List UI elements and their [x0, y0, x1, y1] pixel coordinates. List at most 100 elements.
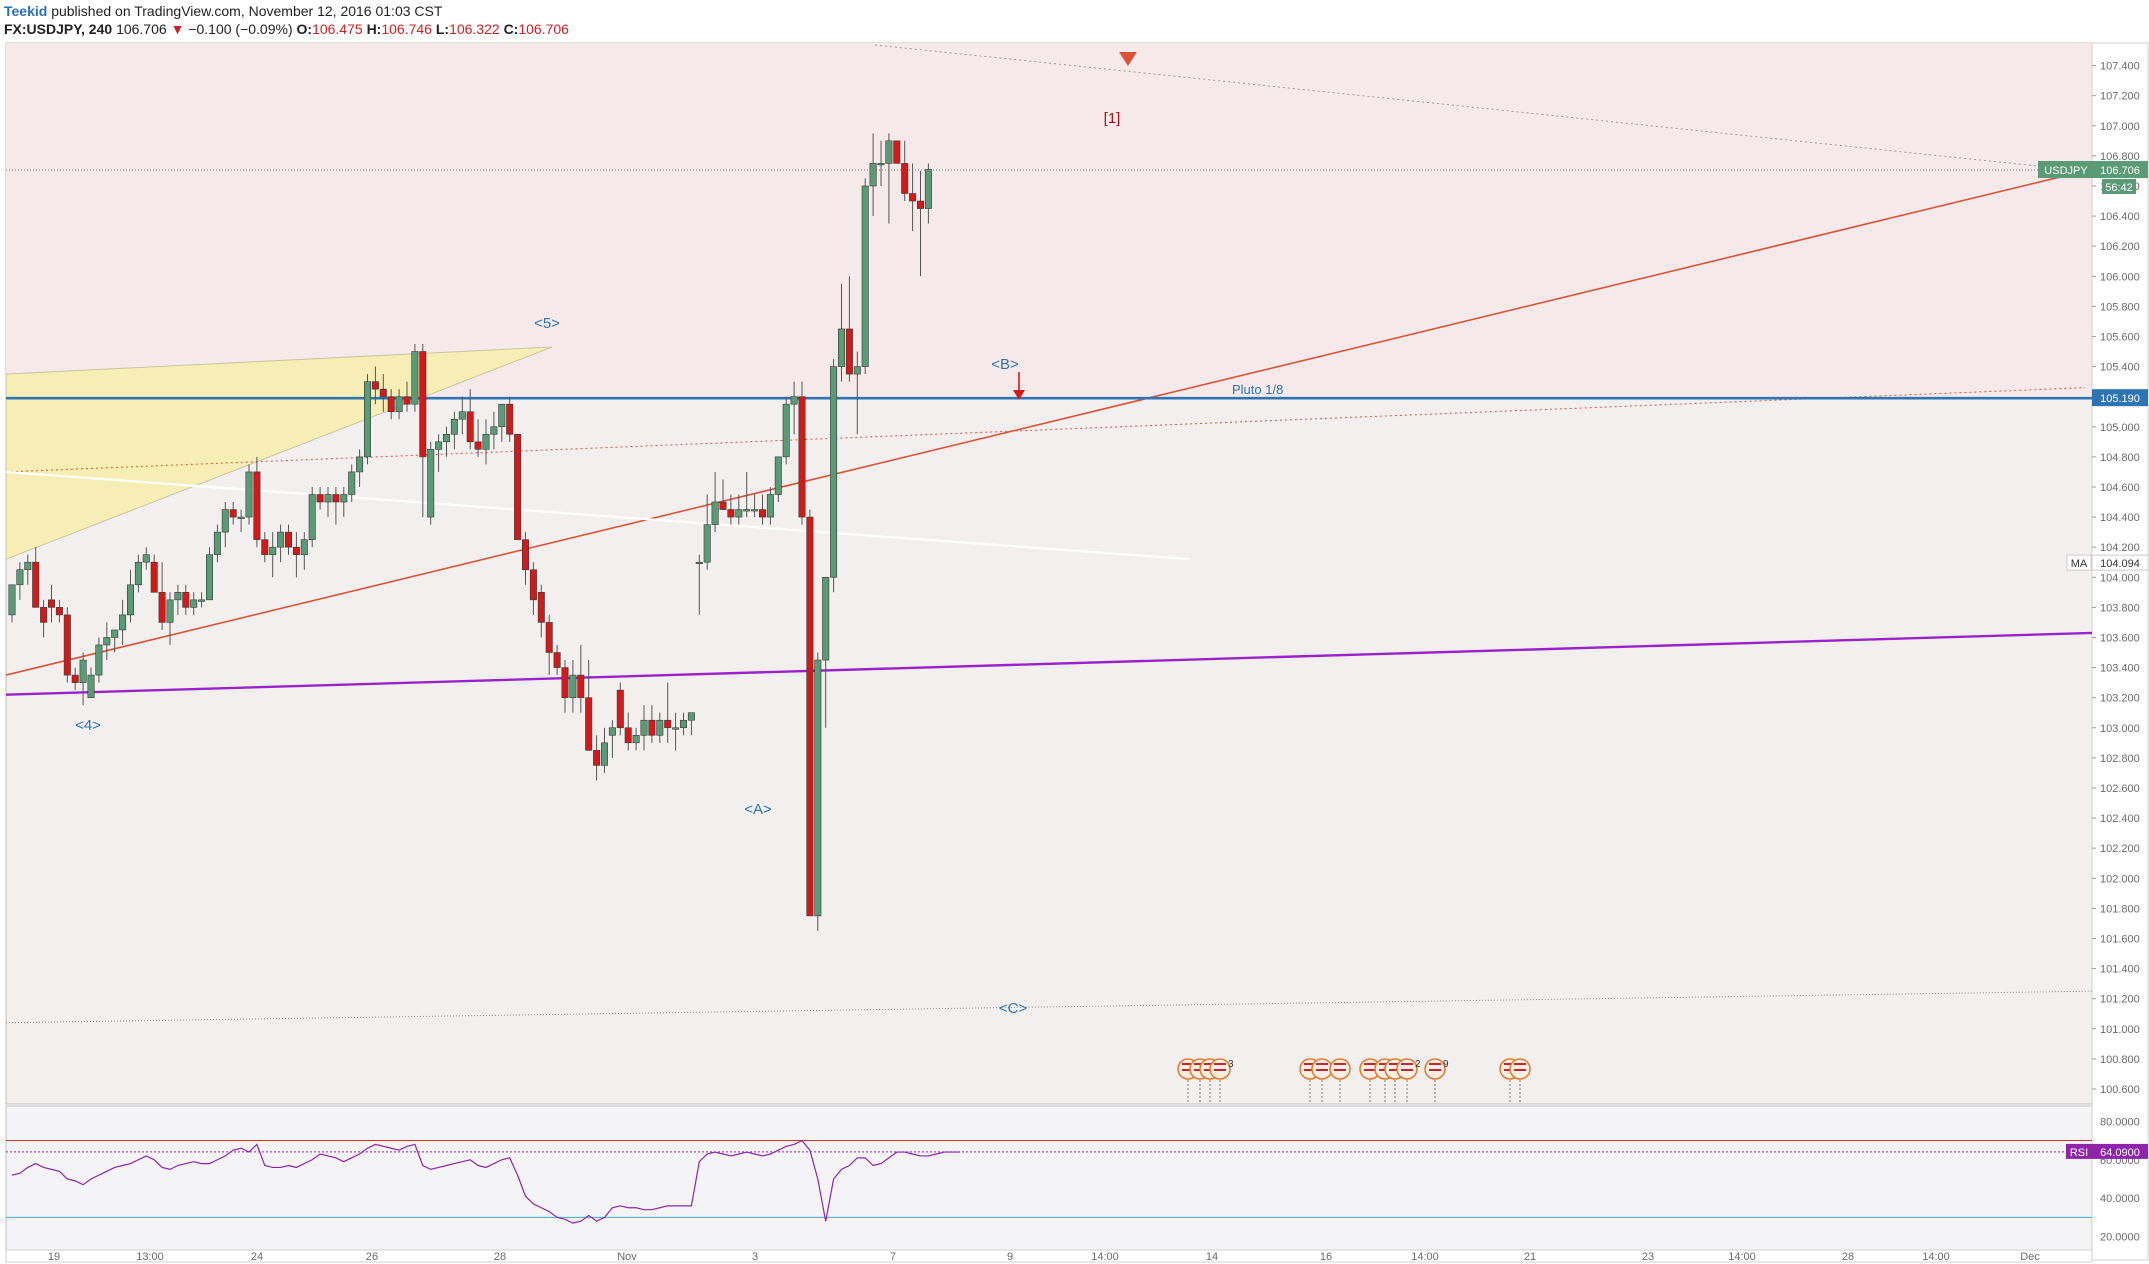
candle[interactable]	[624, 727, 632, 744]
candle[interactable]	[466, 411, 474, 443]
candle[interactable]	[490, 426, 498, 435]
candle[interactable]	[837, 328, 845, 367]
candle[interactable]	[387, 396, 395, 413]
red-dotted-line[interactable]	[5, 387, 2086, 473]
candle[interactable]	[8, 584, 16, 616]
candle[interactable]	[830, 366, 838, 578]
symbol-interval[interactable]: FX:USDJPY, 240	[4, 21, 113, 37]
candle[interactable]	[363, 381, 371, 458]
candle[interactable]	[735, 509, 743, 518]
candle[interactable]	[261, 539, 269, 555]
candle[interactable]	[545, 622, 553, 653]
candle[interactable]	[845, 328, 853, 375]
candle[interactable]	[403, 396, 411, 405]
candle[interactable]	[55, 607, 63, 616]
candle[interactable]	[585, 697, 593, 751]
candle[interactable]	[687, 712, 695, 721]
candle[interactable]	[616, 689, 624, 729]
candle[interactable]	[924, 169, 932, 209]
price-axis[interactable]	[2091, 42, 2149, 1261]
candle[interactable]	[458, 411, 466, 420]
candle[interactable]	[395, 396, 403, 413]
candle[interactable]	[332, 494, 340, 503]
candle[interactable]	[411, 351, 419, 405]
candle[interactable]	[277, 531, 285, 548]
candle[interactable]	[237, 516, 245, 519]
candle[interactable]	[885, 140, 893, 164]
candle[interactable]	[71, 674, 79, 683]
candle[interactable]	[206, 554, 214, 601]
candle[interactable]	[158, 592, 166, 623]
candle[interactable]	[284, 531, 292, 548]
candle[interactable]	[316, 494, 324, 503]
candle[interactable]	[600, 742, 608, 766]
candle[interactable]	[356, 456, 364, 473]
candle[interactable]	[608, 727, 616, 736]
candle[interactable]	[292, 546, 300, 555]
candle[interactable]	[553, 652, 561, 668]
candle[interactable]	[869, 163, 877, 187]
red-trendline[interactable]	[5, 170, 2086, 676]
author-link[interactable]: Teekid	[4, 3, 48, 19]
candle[interactable]	[174, 592, 182, 601]
candle[interactable]	[822, 576, 830, 661]
candle[interactable]	[806, 516, 814, 917]
candle[interactable]	[474, 441, 482, 450]
candle[interactable]	[743, 509, 751, 512]
candle[interactable]	[269, 546, 277, 555]
candle[interactable]	[229, 509, 237, 518]
candle[interactable]	[324, 494, 332, 503]
candle[interactable]	[24, 561, 32, 571]
candle[interactable]	[482, 433, 490, 450]
purple-trendline[interactable]	[5, 631, 2093, 696]
candle[interactable]	[245, 471, 253, 518]
candle[interactable]	[498, 403, 506, 428]
candle[interactable]	[877, 163, 885, 166]
candle[interactable]	[111, 629, 119, 638]
candle[interactable]	[679, 719, 687, 729]
candle[interactable]	[782, 403, 790, 458]
candle[interactable]	[427, 449, 435, 518]
candle[interactable]	[766, 494, 774, 518]
candle[interactable]	[213, 531, 221, 555]
candle[interactable]	[814, 659, 822, 917]
candle[interactable]	[853, 366, 861, 375]
candle[interactable]	[577, 674, 585, 698]
candle[interactable]	[79, 659, 87, 683]
candle[interactable]	[703, 524, 711, 563]
candle[interactable]	[32, 561, 40, 608]
candle[interactable]	[442, 433, 450, 443]
candle[interactable]	[893, 140, 901, 164]
candle[interactable]	[521, 539, 529, 571]
candle[interactable]	[798, 396, 806, 518]
candle[interactable]	[16, 569, 24, 586]
candle[interactable]	[719, 501, 727, 510]
candle[interactable]	[40, 607, 48, 623]
candle[interactable]	[727, 509, 735, 518]
candle[interactable]	[371, 381, 379, 390]
candle[interactable]	[751, 509, 759, 512]
candle[interactable]	[63, 614, 71, 676]
ma-line[interactable]	[5, 470, 1191, 561]
candle[interactable]	[221, 509, 229, 533]
candle[interactable]	[300, 539, 308, 555]
candle[interactable]	[348, 471, 356, 495]
candle[interactable]	[561, 667, 569, 698]
candle[interactable]	[103, 637, 111, 646]
candle[interactable]	[514, 433, 522, 540]
candle[interactable]	[127, 584, 135, 616]
candle[interactable]	[916, 200, 924, 209]
candle[interactable]	[134, 561, 142, 586]
candle[interactable]	[47, 599, 55, 608]
candle[interactable]	[253, 471, 261, 540]
candle[interactable]	[640, 719, 648, 736]
candle[interactable]	[790, 396, 798, 405]
candle[interactable]	[774, 456, 782, 495]
candle[interactable]	[506, 403, 514, 435]
candle[interactable]	[695, 561, 703, 565]
candle[interactable]	[142, 554, 150, 563]
candle[interactable]	[569, 674, 577, 698]
candle[interactable]	[379, 388, 387, 397]
candle[interactable]	[648, 719, 656, 736]
